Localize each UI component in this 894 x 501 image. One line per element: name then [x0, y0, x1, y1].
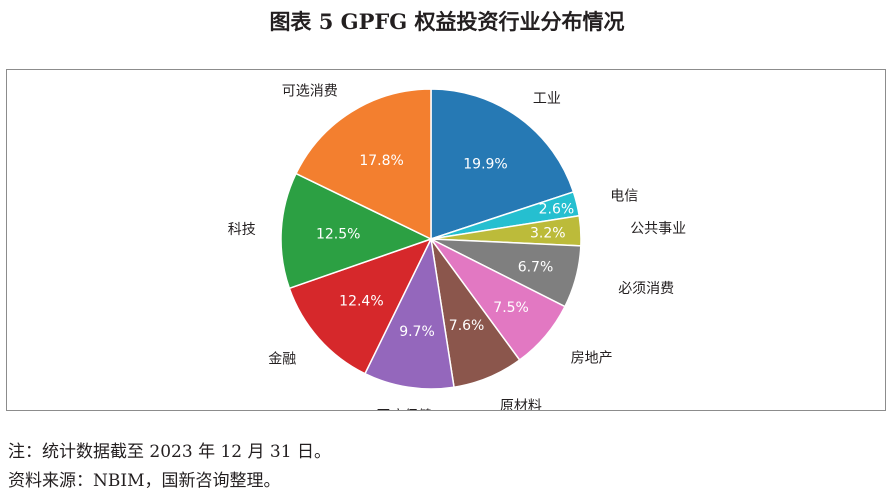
slice-percent-label: 9.7% [399, 324, 435, 340]
chart-frame: 19.9% 工业 2.6% 电信 3.2% 公共事业 6.7% 必须消费 7.5% 房地产 7.6%… [6, 69, 886, 411]
slice-category-label: 科技 [228, 222, 256, 238]
slice-percent-label: 7.6% [449, 318, 485, 334]
slice-percent-label: 7.5% [493, 300, 529, 316]
slice-category-label: 工业 [533, 91, 561, 107]
pie-slice [363, 236, 455, 390]
slice-category-label: 金融 [268, 351, 296, 367]
pie-slice [288, 237, 433, 375]
pie-chart: 19.9% 工业 2.6% 电信 3.2% 公共事业 6.7% 必须消费 7.5% 房地产 7.6%… [228, 83, 686, 411]
slice-percent-label: 12.5% [316, 227, 360, 243]
slice-category-label: 房地产 [571, 350, 613, 366]
slice-percent-label: 3.2% [530, 226, 566, 242]
slice-category-label: 可选消费 [282, 83, 338, 99]
slice-percent-label: 12.4% [339, 294, 383, 310]
pie-slice [295, 88, 432, 241]
pie-slice [280, 172, 433, 290]
slice-percent-label: 19.9% [463, 157, 507, 173]
slice-category-label: 公共事业 [630, 221, 686, 237]
figure-title: 图表 5 GPFG 权益投资行业分布情况 [269, 9, 625, 34]
slice-percent-label: 6.7% [518, 259, 554, 275]
pie-slice [430, 88, 575, 241]
slice-category-label: 原材料 [500, 398, 542, 410]
source-note: 资料来源：NBIM，国新咨询整理。 [8, 471, 281, 491]
slice-category-label: 医疗保健 [376, 409, 432, 411]
slice-percent-label: 17.8% [359, 153, 403, 169]
slice-category-label: 必须消费 [618, 281, 674, 297]
slice-category-label: 电信 [610, 189, 638, 205]
slice-percent-label: 2.6% [539, 202, 575, 218]
footnote: 注：统计数据截至 2023 年 12 月 31 日。 [8, 442, 331, 462]
